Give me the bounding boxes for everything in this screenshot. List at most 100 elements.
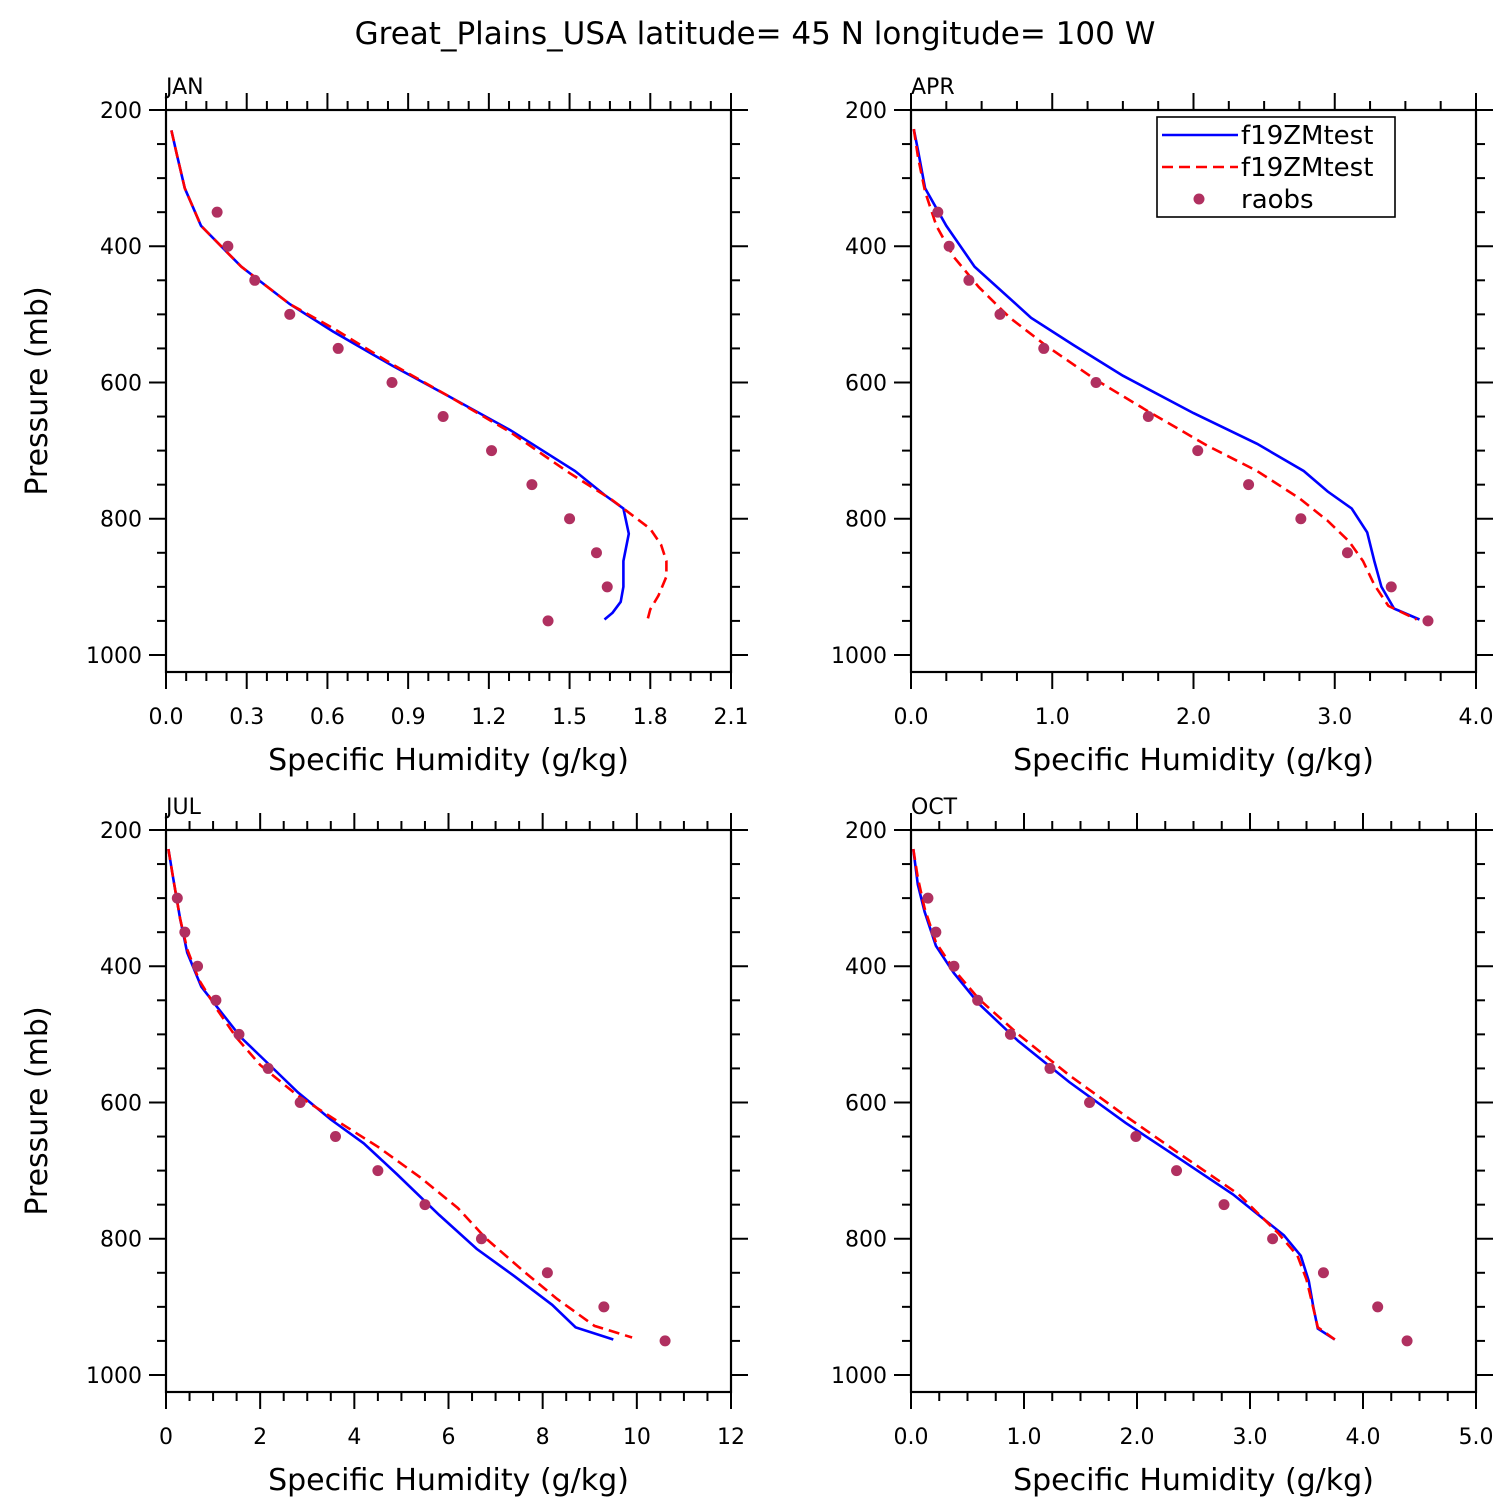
x-tick-label: 2.0 [1120,1425,1155,1450]
raobs-point [542,615,554,627]
y-tick-label: 800 [845,508,887,533]
y-tick-label: 200 [100,99,142,124]
panel-label: APR [911,75,955,100]
y-tick-label: 800 [100,1228,142,1253]
x-tick-label: 0 [159,1425,173,1450]
x-tick-label: 4 [347,1425,361,1450]
legend-label: f19ZMtest [1241,121,1373,151]
y-tick-label: 400 [845,235,887,260]
raobs-point [526,479,538,491]
plot-frame [909,828,1478,1394]
raobs-point [284,308,296,320]
raobs-point [1295,513,1307,525]
raobs-point [386,376,398,388]
y-tick-label: 1000 [831,644,887,669]
raobs-point [1004,1028,1016,1040]
raobs-point [1317,1267,1329,1279]
x-tick-label: 0.0 [894,705,929,730]
x-tick-label: 4.0 [1459,705,1494,730]
y-tick-label: 200 [845,99,887,124]
series-line-solid [912,128,1421,621]
raobs-point [332,342,344,354]
raobs-point [972,994,984,1006]
raobs-point [601,581,613,593]
y-tick-label: 200 [100,819,142,844]
series-line-dashed [167,848,633,1339]
x-tick-label: 4.0 [1346,1425,1381,1450]
x-tick-label: 3.0 [1317,705,1352,730]
raobs-point [943,240,955,252]
y-tick-label: 400 [100,955,142,980]
raobs-point [1192,445,1204,457]
raobs-point [598,1301,610,1313]
raobs-point [1243,479,1255,491]
raobs-point [564,513,576,525]
raobs-point [541,1267,553,1279]
y-axis-label: Pressure (mb) [20,286,55,495]
raobs-point [192,960,204,972]
y-tick-label: 600 [845,1091,887,1116]
x-tick-label: 0.9 [391,705,426,730]
x-tick-label: 1.0 [1007,1425,1042,1450]
raobs-point [1090,376,1102,388]
x-axis-label: Specific Humidity (g/kg) [1013,743,1374,778]
x-axis-label: Specific Humidity (g/kg) [1013,1463,1374,1498]
raobs-point [932,206,944,218]
x-tick-label: 3.0 [1233,1425,1268,1450]
raobs-point [922,892,934,904]
raobs-point [590,547,602,559]
raobs-point [233,1028,245,1040]
raobs-point [486,445,498,457]
raobs-point [1044,1062,1056,1074]
raobs-point [419,1199,431,1211]
x-tick-label: 0.3 [229,705,264,730]
x-axis-label: Specific Humidity (g/kg) [268,743,629,778]
raobs-point [1422,615,1434,627]
panel-jul: JUL 200 400 600 800 1000 0 2 4 6 8 10 12 Specific Hum… [20,795,748,1498]
panel-label: JUL [164,795,202,820]
raobs-point [1401,1335,1413,1347]
plot-frame [164,828,733,1394]
raobs-point [475,1233,487,1245]
x-tick-label: 5.0 [1459,1425,1494,1450]
raobs-point [437,411,449,423]
x-tick-label: 0.6 [310,705,345,730]
raobs-point [948,960,960,972]
figure-title: Great_Plains_USA latitude= 45 N longitud… [355,16,1156,52]
series-line-dashed [912,848,1336,1341]
y-tick-label: 1000 [831,1364,887,1389]
x-tick-label: 12 [717,1425,745,1450]
x-tick-label: 8 [536,1425,550,1450]
y-tick-label: 1000 [86,644,142,669]
x-tick-label: 1.8 [633,705,668,730]
y-tick-label: 400 [100,235,142,260]
raobs-point [211,206,223,218]
y-tick-label: 600 [845,371,887,396]
panel-jan: JAN 200 400 600 800 1000 0.0 0.3 0.6 0.9 1.2 1.5 1.8… [20,75,749,778]
raobs-point [210,994,222,1006]
raobs-point [372,1165,384,1177]
raobs-point [249,274,261,286]
y-tick-label: 400 [845,955,887,980]
raobs-point [179,926,191,938]
raobs-point [1341,547,1353,559]
raobs-point [963,274,975,286]
y-tick-label: 600 [100,371,142,396]
raobs-point [1084,1096,1096,1108]
raobs-point [1218,1199,1230,1211]
series-line-solid [912,848,1336,1341]
y-tick-label: 800 [845,1228,887,1253]
x-tick-label: 2.0 [1176,705,1211,730]
raobs-point [222,240,234,252]
raobs-point [1171,1165,1183,1177]
panel-label: JAN [164,75,204,100]
panel-apr: APR 200 400 600 800 1000 0.0 1.0 2.0 3.0 4.0 Specif… [831,75,1494,778]
series-line-solid [170,130,631,621]
y-axis-label: Pressure (mb) [20,1006,55,1215]
plot-frame [164,108,733,674]
raobs-point [262,1062,274,1074]
x-tick-label: 1.5 [552,705,587,730]
x-axis-label: Specific Humidity (g/kg) [268,1463,629,1498]
